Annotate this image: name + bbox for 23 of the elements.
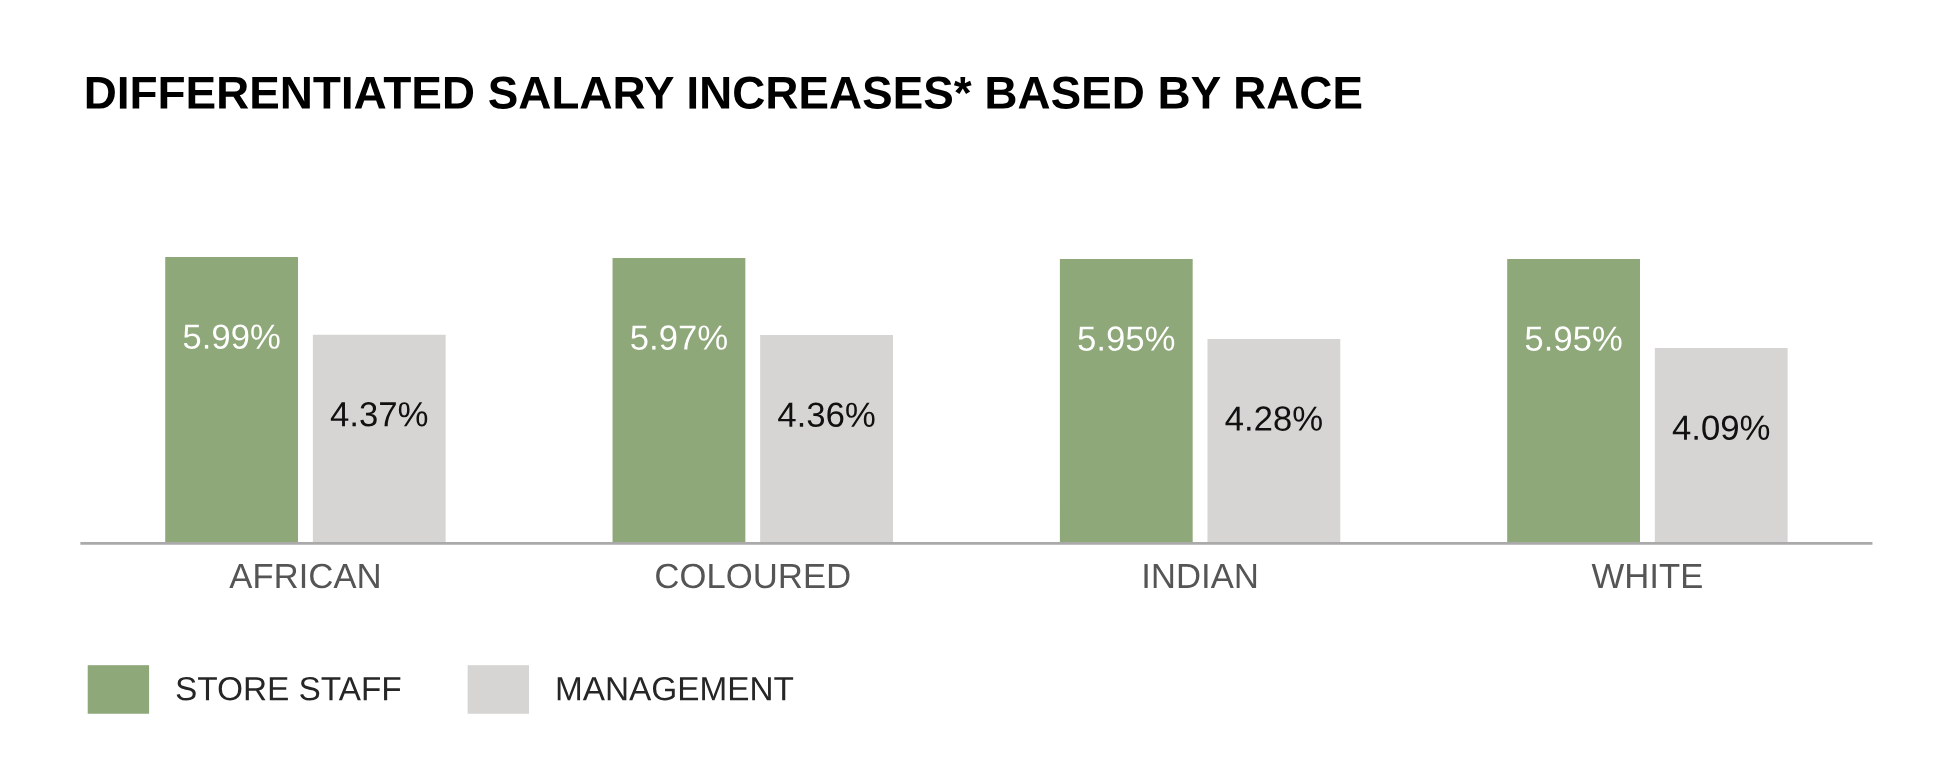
bar — [1058, 257, 1195, 544]
data-label: 4.37% — [330, 402, 428, 427]
chart-title: DIFFERENTIATED SALARY INCREASES* BASED BY RACE — [86, 76, 1362, 110]
bar — [758, 333, 895, 544]
legend-label: MANAGEMENT — [557, 676, 794, 701]
data-label: 4.28% — [1225, 406, 1322, 431]
bar — [163, 255, 300, 544]
bar — [1653, 346, 1790, 544]
x-tick-label: AFRICAN — [229, 563, 379, 589]
data-label: 5.99% — [183, 324, 280, 349]
data-label: 5.97% — [631, 325, 727, 350]
data-label: 5.95% — [1078, 326, 1175, 351]
data-label: 5.95% — [1525, 326, 1622, 351]
legend-label: STORE STAFF — [176, 676, 401, 701]
x-tick-label: INDIAN — [1144, 564, 1257, 588]
data-label: 4.09% — [1672, 415, 1770, 441]
data-label: 4.36% — [778, 402, 875, 428]
bar — [1505, 257, 1642, 544]
x-tick-label: COLOURED — [656, 563, 850, 589]
bar — [611, 256, 747, 544]
x-tick-label: WHITE — [1591, 564, 1702, 588]
bar — [1206, 337, 1342, 544]
bar — [311, 333, 448, 544]
